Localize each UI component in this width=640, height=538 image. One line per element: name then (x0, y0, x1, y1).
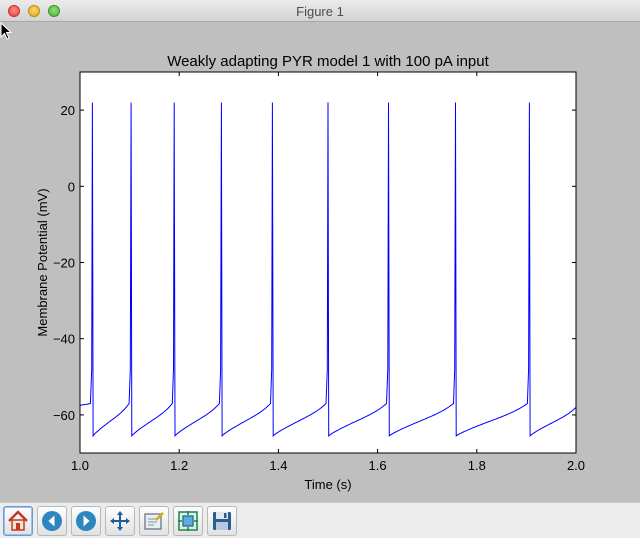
navigation-toolbar (0, 502, 640, 538)
home-button[interactable] (3, 506, 33, 536)
back-button[interactable] (37, 506, 67, 536)
x-tick-label: 2.0 (567, 458, 585, 473)
plot-svg: 1.0 1.2 1.4 1.6 1.8 2.0 −60 −40 −20 0 20 Weakly ada… (35, 53, 585, 492)
figure-canvas[interactable]: 1.0 1.2 1.4 1.6 1.8 2.0 −60 −40 −20 0 20 Weakly ada… (0, 22, 640, 502)
membrane-potential-trace (79, 102, 577, 438)
y-tick-label: −40 (53, 332, 75, 347)
x-tick-label: 1.6 (369, 458, 387, 473)
y-tick-label: 0 (68, 179, 75, 194)
subplots-button[interactable] (173, 506, 203, 536)
chart-title: Weakly adapting PYR model 1 with 100 pA … (167, 53, 489, 70)
forward-button[interactable] (71, 506, 101, 536)
window-titlebar: Figure 1 (0, 0, 640, 22)
mouse-cursor-icon (0, 22, 12, 40)
x-tick-label: 1.2 (170, 458, 188, 473)
back-arrow-icon (42, 511, 62, 531)
window-title: Figure 1 (296, 4, 344, 19)
zoom-window-button[interactable] (48, 5, 60, 17)
save-button[interactable] (207, 506, 237, 536)
home-icon (8, 510, 28, 531)
y-tick-label: 20 (61, 103, 75, 118)
x-axis-label: Time (s) (304, 477, 351, 492)
pan-button[interactable] (105, 506, 135, 536)
pan-move-icon (110, 511, 130, 531)
y-tick-label: −60 (53, 408, 75, 423)
forward-arrow-icon (76, 511, 96, 531)
minimize-window-button[interactable] (28, 5, 40, 17)
y-axis-label: Membrane Potential (mV) (35, 188, 50, 336)
close-window-button[interactable] (8, 5, 20, 17)
x-tick-label: 1.8 (468, 458, 486, 473)
zoom-button[interactable] (139, 506, 169, 536)
x-tick-label: 1.4 (269, 458, 287, 473)
subplots-icon (178, 511, 198, 531)
zoom-rect-icon (144, 512, 164, 530)
y-tick-label: −20 (53, 256, 75, 271)
x-tick-label: 1.0 (71, 458, 89, 473)
save-icon (213, 512, 231, 530)
